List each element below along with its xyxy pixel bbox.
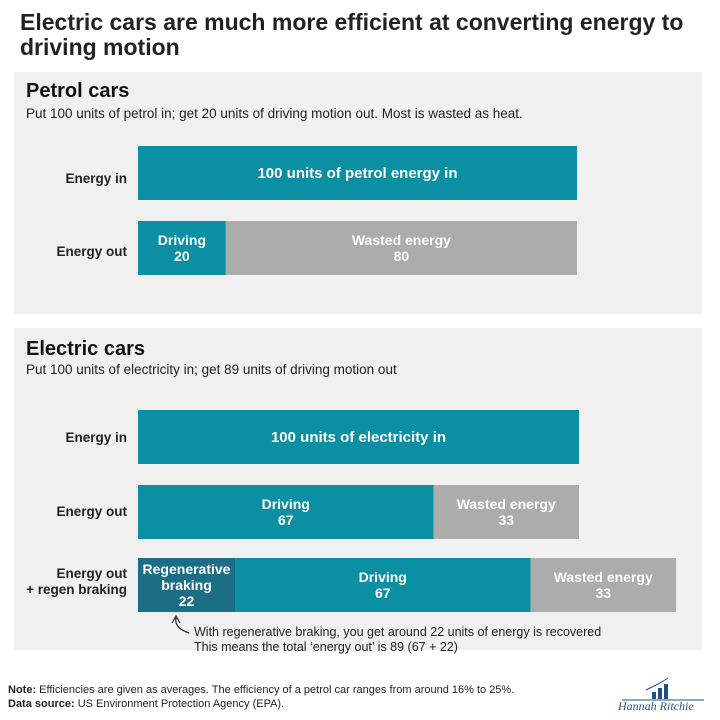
electric-bar-row2-driving	[235, 558, 531, 612]
petrol-panel-subtitle: Put 100 units of petrol in; get 20 units…	[26, 106, 523, 121]
annotation-line-1: With regenerative braking, you get aroun…	[194, 625, 601, 639]
petrol-bar-label-row0-total: 100 units of petrol energy in	[257, 165, 457, 182]
petrol-row-label-energy-out: Energy out	[56, 244, 127, 259]
petrol-bar-label-row1-wasted-energy: Wasted energy 80	[352, 232, 451, 264]
electric-row-label-energy-out: Energy out	[56, 504, 127, 519]
petrol-panel-title: Petrol cars	[26, 80, 130, 102]
electric-bar-label-row0-total: 100 units of electricity in	[271, 429, 446, 446]
petrol-bar-chart: 100 units of petrol energy in Driving 20 Wa…	[138, 146, 578, 275]
electric-bar-row1-wasted-energy	[433, 485, 579, 539]
electric-bar-label-row2-wasted-energy: Wasted energy 33	[554, 569, 653, 601]
electric-panel-subtitle: Put 100 units of electricity in; get 89 …	[26, 362, 397, 377]
electric-bar-row0-total	[138, 410, 579, 464]
logo-text: Hannah Ritchie	[618, 699, 694, 713]
note-label: Note:	[8, 684, 37, 696]
petrol-panel: Petrol cars Put 100 units of petrol in; …	[14, 72, 702, 314]
electric-bar-label-row1-wasted-energy: Wasted energy 33	[457, 496, 556, 528]
electric-bar-row1-driving	[138, 485, 434, 539]
petrol-bar-row0-total	[138, 146, 577, 200]
petrol-bar-row1-wasted-energy	[225, 221, 578, 275]
logo-chart-icon	[622, 677, 704, 701]
petrol-bar-label-row1-driving: Driving 20	[158, 232, 206, 264]
electric-bar-label-row1-driving: Driving 67	[262, 496, 310, 528]
annotation-arrowhead	[171, 614, 181, 624]
electric-bar-label-row2-driving: Driving 67	[359, 569, 407, 601]
electric-bar-row2-regenerative-braking	[138, 558, 236, 612]
data-source: Data source: US Environment Protection A…	[8, 698, 284, 710]
petrol-bar-row1-driving	[138, 221, 226, 275]
electric-panel: Electric cars Put 100 units of electrici…	[14, 328, 702, 654]
electric-bar-row2-wasted-energy	[530, 558, 677, 612]
hannah-ritchie-logo: Hannah Ritchie	[618, 676, 708, 716]
footnote: Note: Efficiencies are given as averages…	[8, 684, 514, 696]
electric-bar-chart: 100 units of electricity in Driving 67 Wast…	[138, 410, 677, 654]
electric-row-label-energy-in: Energy in	[65, 430, 127, 445]
electric-bar-label-row2-regenerative-braking: Regenerative braking 22	[143, 561, 231, 609]
electric-panel-title: Electric cars	[26, 338, 145, 360]
source-label: Data source:	[8, 698, 75, 710]
source-text: US Environment Protection Agency (EPA).	[74, 698, 285, 710]
petrol-row-label-energy-in: Energy in	[65, 171, 127, 186]
electric-row-label-regen: Energy out + regen braking	[26, 566, 127, 597]
annotation-arrow	[175, 617, 190, 634]
annotation-line-2: This means the total ‘energy out’ is 89 …	[194, 640, 458, 654]
page-title: Electric cars are much more efficient at…	[20, 9, 684, 60]
note-text: Efficiencies are given as averages. The …	[36, 684, 515, 696]
